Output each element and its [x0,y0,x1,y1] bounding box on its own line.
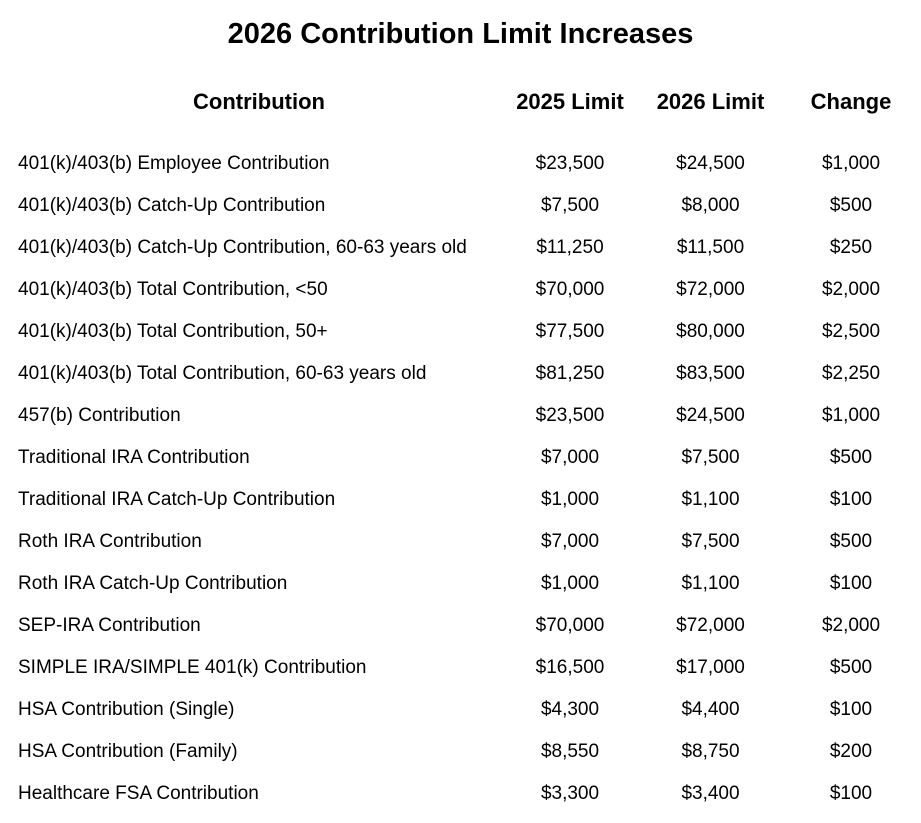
row-label: 401(k)/403(b) Employee Contribution [18,153,330,174]
table-row: Healthcare FSA Contribution $3,300 $3,40… [0,773,921,815]
table-row: 401(k)/403(b) Total Contribution, 60-63 … [0,353,921,395]
row-change: $100 [829,699,873,720]
column-header-contribution: Contribution [193,89,325,114]
row-2026-limit: $4,400 [681,699,740,720]
column-header-2025-limit: 2025 Limit [516,89,624,114]
row-2025-limit: $7,500 [540,195,600,216]
row-2026-limit: $8,750 [681,741,740,762]
table-body: 401(k)/403(b) Employee Contribution $23,… [0,143,921,815]
table-row: Traditional IRA Catch-Up Contribution $1… [0,479,921,521]
row-2025-limit: $70,000 [535,615,605,636]
row-change: $2,250 [821,363,881,384]
row-2026-limit: $17,000 [676,657,745,678]
row-change: $100 [829,489,873,510]
row-change: $2,000 [821,279,881,300]
table-row: 457(b) Contribution $23,500 $24,500 $1,0… [0,395,921,437]
table-row: SEP-IRA Contribution $70,000 $72,000 $2,… [0,605,921,647]
row-label: 457(b) Contribution [18,405,181,426]
column-header-change: Change [810,89,892,114]
page-title: 2026 Contribution Limit Increases [227,18,694,50]
row-label: HSA Contribution (Single) [18,699,235,720]
row-2025-limit: $16,500 [535,657,605,678]
table-row: 401(k)/403(b) Total Contribution, <50 $7… [0,269,921,311]
table-row: Roth IRA Contribution $7,000 $7,500 $500 [0,521,921,563]
row-change: $200 [829,741,873,762]
row-2025-limit: $3,300 [540,783,600,804]
table-row: 401(k)/403(b) Catch-Up Contribution, 60-… [0,227,921,269]
table-row: 401(k)/403(b) Catch-Up Contribution $7,5… [0,185,921,227]
row-label: Roth IRA Catch-Up Contribution [18,573,288,594]
row-2025-limit: $7,000 [540,447,600,468]
row-2026-limit: $11,500 [676,237,745,258]
row-change: $1,000 [821,153,881,174]
row-label: HSA Contribution (Family) [18,741,238,762]
table-row: Traditional IRA Contribution $7,000 $7,5… [0,437,921,479]
row-label: SIMPLE IRA/SIMPLE 401(k) Contribution [18,657,367,678]
table-row: HSA Contribution (Single) $4,300 $4,400 … [0,689,921,731]
row-label: 401(k)/403(b) Total Contribution, <50 [18,279,328,300]
row-2026-limit: $80,000 [676,321,745,342]
row-2026-limit: $72,000 [676,279,745,300]
row-2025-limit: $77,500 [535,321,605,342]
row-2025-limit: $1,000 [540,573,600,594]
row-change: $500 [829,447,873,468]
table-row: 401(k)/403(b) Total Contribution, 50+ $7… [0,311,921,353]
row-label: Roth IRA Contribution [18,531,202,552]
row-change: $2,000 [821,615,881,636]
table-row: HSA Contribution (Family) $8,550 $8,750 … [0,731,921,773]
row-change: $1,000 [821,405,881,426]
row-label: SEP-IRA Contribution [18,615,201,636]
row-2026-limit: $7,500 [681,447,740,468]
row-label: 401(k)/403(b) Catch-Up Contribution [18,195,326,216]
column-header-2026-limit: 2026 Limit [656,89,765,114]
row-label: Traditional IRA Catch-Up Contribution [18,489,336,510]
row-2025-limit: $4,300 [540,699,600,720]
row-2026-limit: $24,500 [676,405,745,426]
row-change: $100 [829,783,873,804]
row-change: $250 [829,237,873,258]
row-2026-limit: $8,000 [681,195,740,216]
table-row: Roth IRA Catch-Up Contribution $1,000 $1… [0,563,921,605]
row-label: 401(k)/403(b) Total Contribution, 60-63 … [18,363,427,384]
table-row: SIMPLE IRA/SIMPLE 401(k) Contribution $1… [0,647,921,689]
row-2026-limit: $1,100 [681,489,740,510]
table-row: 401(k)/403(b) Employee Contribution $23,… [0,143,921,185]
row-change: $500 [829,195,873,216]
row-2026-limit: $24,500 [676,153,745,174]
row-2025-limit: $23,500 [535,405,605,426]
row-2025-limit: $7,000 [540,531,600,552]
table-header-row: Contribution 2025 Limit 2026 Limit Chang… [0,88,921,116]
row-2025-limit: $1,000 [540,489,600,510]
row-2026-limit: $7,500 [681,531,740,552]
row-label: 401(k)/403(b) Catch-Up Contribution, 60-… [18,237,467,258]
row-change: $2,500 [821,321,881,342]
row-2026-limit: $1,100 [681,573,740,594]
row-change: $500 [829,531,873,552]
row-2026-limit: $83,500 [676,363,745,384]
row-change: $500 [829,657,873,678]
row-change: $100 [829,573,873,594]
row-2025-limit: $81,250 [535,363,605,384]
row-label: Traditional IRA Contribution [18,447,250,468]
row-2025-limit: $8,550 [540,741,600,762]
row-2025-limit: $70,000 [535,279,605,300]
row-2026-limit: $3,400 [681,783,740,804]
row-label: 401(k)/403(b) Total Contribution, 50+ [18,321,328,342]
row-label: Healthcare FSA Contribution [18,783,259,804]
row-2025-limit: $23,500 [535,153,605,174]
limits-table: Contribution 2025 Limit 2026 Limit Chang… [0,88,921,815]
row-2025-limit: $11,250 [536,237,604,258]
row-2026-limit: $72,000 [676,615,745,636]
